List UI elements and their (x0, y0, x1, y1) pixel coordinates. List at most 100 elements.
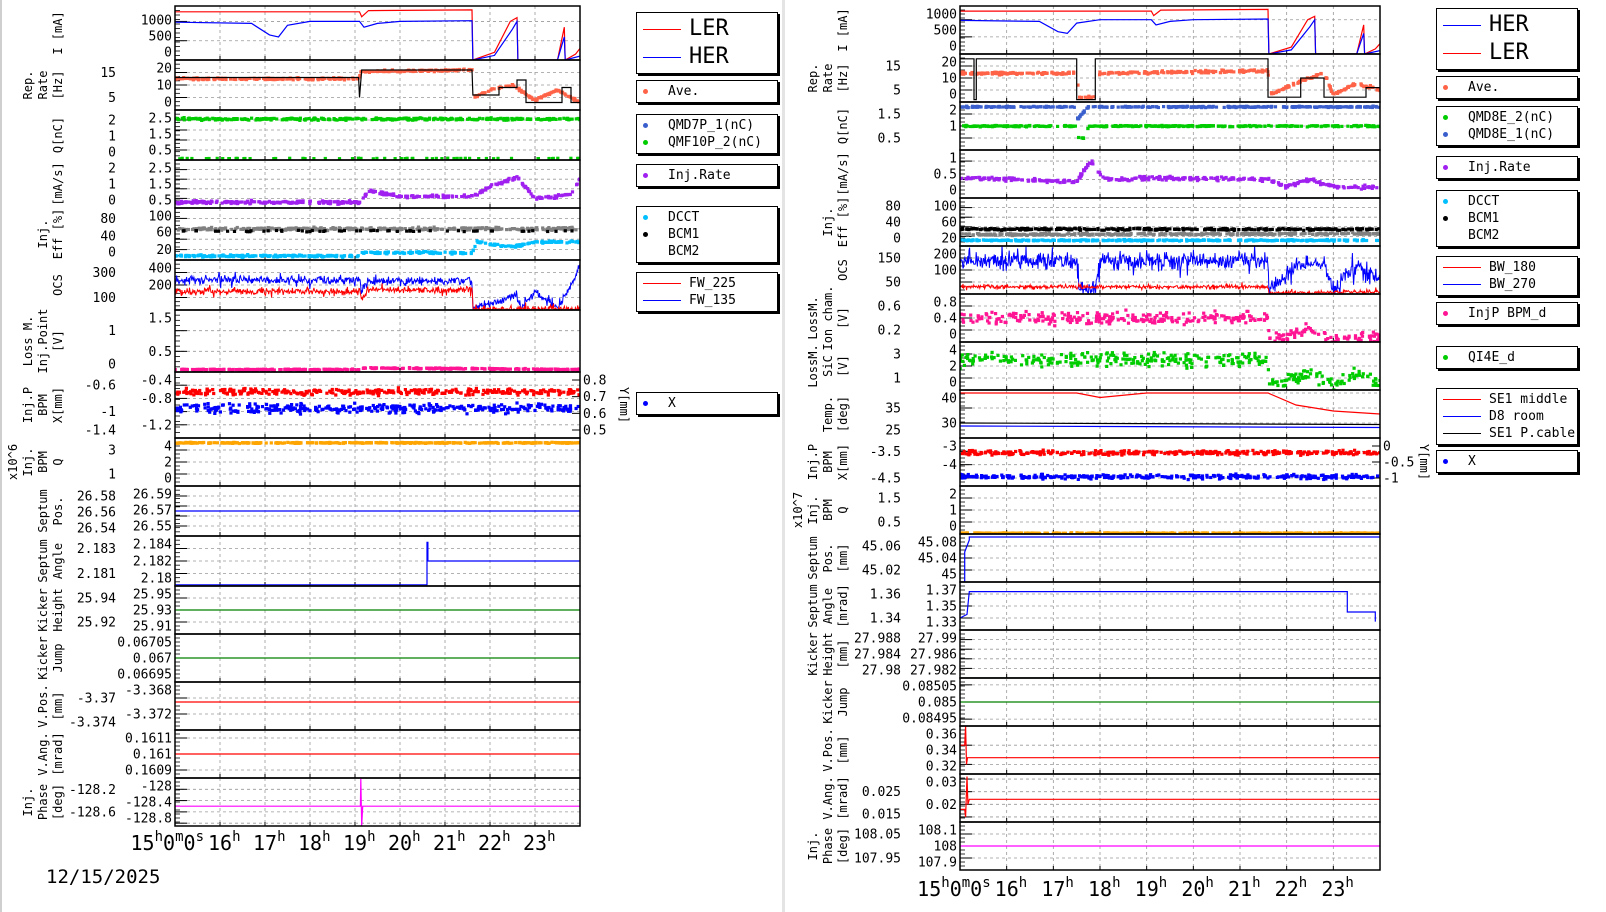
data-point (237, 441, 242, 446)
data-point (423, 441, 427, 445)
data-point (437, 408, 441, 412)
data-point (239, 253, 243, 258)
data-point (467, 226, 472, 230)
data-point (350, 227, 355, 232)
data-point (266, 229, 270, 233)
data-point (1300, 78, 1305, 82)
data-point (540, 239, 544, 243)
data-point (423, 117, 427, 121)
data-point (1204, 106, 1208, 110)
data-point (510, 117, 515, 121)
data-point (996, 105, 1000, 109)
data-point (321, 199, 325, 203)
data-point (469, 250, 473, 254)
data-point (395, 229, 399, 233)
data-point (376, 117, 380, 121)
data-point (989, 105, 994, 109)
data-point (290, 254, 294, 258)
data-point (240, 117, 244, 122)
data-point (298, 199, 302, 203)
data-point (264, 441, 268, 445)
data-point (405, 392, 409, 397)
data-point (175, 254, 179, 258)
data-point (469, 389, 473, 393)
data-point (196, 367, 200, 372)
data-point (555, 196, 559, 200)
data-point (470, 367, 474, 371)
data-point (439, 408, 443, 413)
data-point (441, 407, 445, 411)
data-point (247, 441, 251, 445)
data-point (570, 441, 574, 445)
data-point (175, 406, 179, 410)
y-tick-label: 1 (108, 130, 116, 145)
y-tick-label: 0 (949, 40, 957, 55)
data-point (304, 117, 308, 121)
x-tick-label: 18h (298, 829, 331, 855)
data-point (249, 410, 253, 414)
data-point (234, 409, 238, 413)
data-point (1246, 105, 1250, 109)
data-point (239, 77, 244, 81)
data-point (193, 404, 197, 408)
data-point (572, 98, 576, 102)
y-axis-label: Q[nC] (51, 117, 65, 153)
data-point (218, 227, 222, 231)
data-point (533, 240, 537, 244)
data-point (395, 117, 399, 122)
y-tick-label: 2 (108, 114, 116, 129)
data-point (1206, 105, 1210, 109)
data-point (462, 67, 466, 71)
y-tick-label: 20 (156, 243, 172, 258)
data-point (338, 117, 342, 121)
data-point (565, 241, 569, 245)
data-point (237, 254, 241, 258)
data-point (532, 389, 536, 393)
y-tick-label: 0 (108, 358, 116, 373)
data-point (481, 226, 485, 230)
data-point (1133, 105, 1137, 109)
data-point (389, 192, 393, 196)
data-point (1091, 105, 1095, 109)
data-point (1076, 83, 1080, 87)
data-point (347, 405, 351, 409)
data-point (1329, 104, 1333, 109)
data-point (550, 157, 554, 160)
data-point (546, 367, 550, 371)
data-point (1117, 72, 1121, 76)
data-point (447, 390, 451, 394)
data-point (449, 389, 453, 393)
data-point (247, 409, 251, 413)
data-point (369, 229, 373, 233)
data-point (532, 393, 536, 397)
data-point (311, 227, 315, 231)
data-point (412, 441, 416, 445)
data-point (434, 156, 438, 160)
data-point (558, 389, 562, 393)
data-point (1377, 105, 1380, 109)
data-point (316, 118, 320, 122)
data-point (238, 368, 242, 372)
data-point (382, 366, 386, 370)
data-point (551, 404, 555, 408)
data-point (285, 405, 289, 409)
data-point (485, 226, 489, 230)
data-point (182, 390, 186, 394)
data-point (226, 200, 230, 204)
data-point (179, 253, 183, 257)
data-point (556, 193, 560, 197)
data-point (287, 405, 291, 409)
data-point (454, 194, 459, 199)
data-point (303, 406, 307, 410)
data-point (1031, 72, 1035, 76)
data-point (506, 408, 510, 412)
data-point (201, 367, 205, 371)
data-point (229, 411, 233, 415)
y-axis-label: [Hz] (51, 71, 65, 100)
data-point (309, 392, 313, 396)
data-point (244, 78, 248, 82)
data-point (496, 367, 500, 371)
data-point (560, 240, 564, 244)
subplot-frame (174, 5, 581, 61)
data-point (450, 195, 455, 199)
